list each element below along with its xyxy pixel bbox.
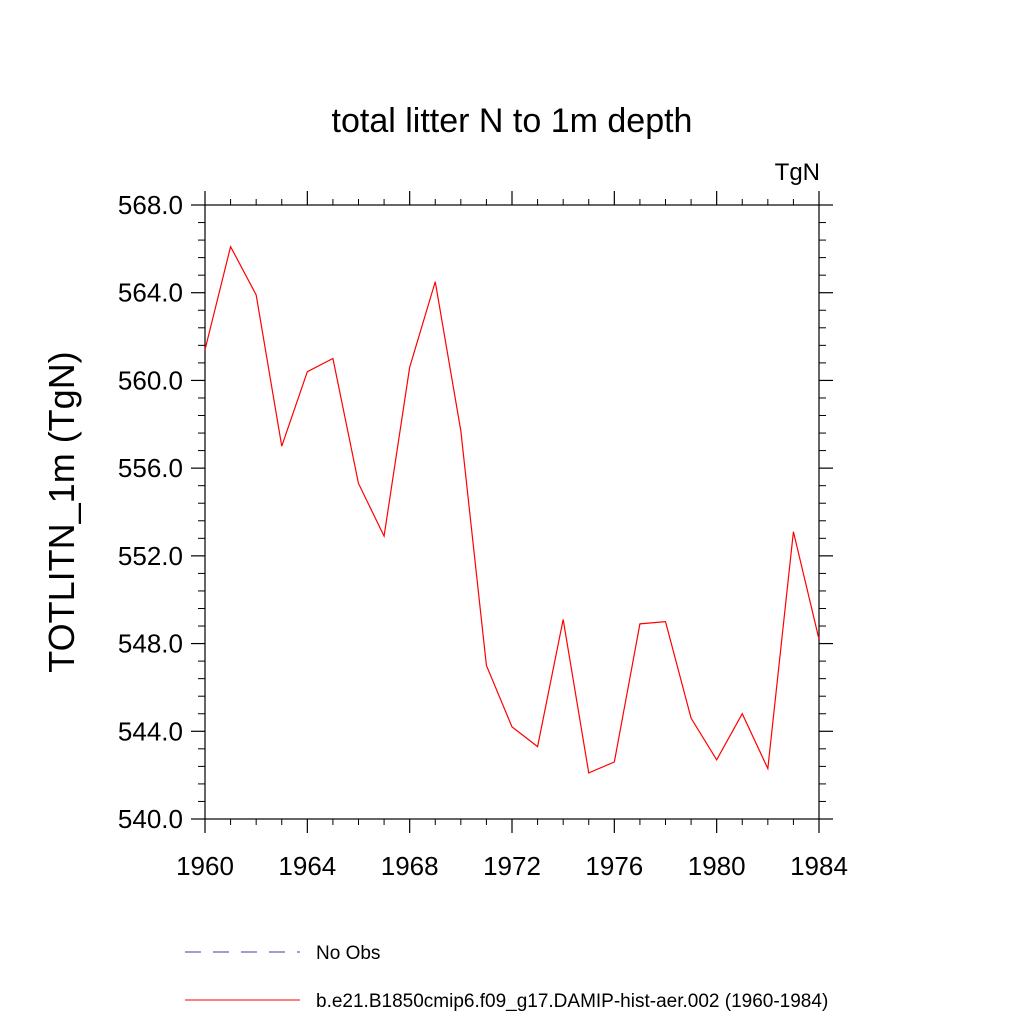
x-tick-label: 1972: [483, 851, 541, 881]
y-axis-label: TOTLITN_1m (TgN): [41, 351, 82, 672]
y-tick-label: 544.0: [118, 716, 183, 746]
y-tick-label: 540.0: [118, 804, 183, 834]
y-tick-label: 564.0: [118, 278, 183, 308]
x-tick-label: 1964: [278, 851, 336, 881]
y-tick-label: 560.0: [118, 365, 183, 395]
x-tick-label: 1960: [176, 851, 234, 881]
units-label: TgN: [775, 159, 820, 186]
ticks-layer: 1960 1964 1968 1972 1976 1980 1984 540.0 544.0 54…: [118, 190, 848, 881]
y-tick-label: 548.0: [118, 629, 183, 659]
legend-label-1: b.e21.B1850cmip6.f09_g17.DAMIP-hist-aer.…: [316, 991, 828, 1012]
x-tick-label: 1980: [688, 851, 746, 881]
chart-title: total litter N to 1m depth: [332, 102, 693, 140]
x-tick-label: 1968: [381, 851, 439, 881]
series-layer: [204, 244, 820, 774]
x-tick-label: 1984: [790, 851, 848, 881]
legend-label-0: No Obs: [316, 943, 380, 964]
series-line-1: [204, 244, 820, 774]
y-tick-label: 568.0: [118, 190, 183, 220]
y-tick-label: 556.0: [118, 453, 183, 483]
x-tick-label: 1976: [585, 851, 643, 881]
y-tick-label: 552.0: [118, 541, 183, 571]
legend: No Obs b.e21.B1850cmip6.f09_g17.DAMIP-his…: [185, 943, 828, 1012]
